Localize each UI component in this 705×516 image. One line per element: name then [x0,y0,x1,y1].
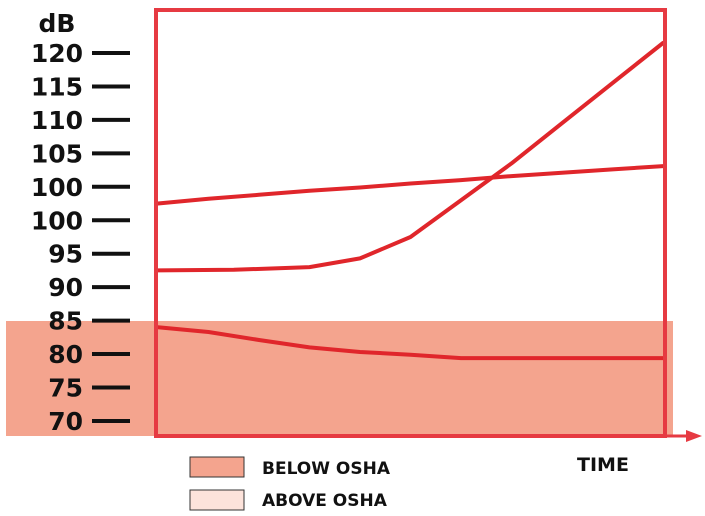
y-tick-label: 110 [31,106,83,135]
legend-label-above: ABOVE OSHA [262,491,388,511]
legend-swatch-below [189,456,245,478]
y-tick-label: 85 [48,307,83,336]
y-tick-label: 100 [31,206,83,235]
series-lines [156,41,665,361]
y-tick-label: 70 [48,407,83,436]
series-line-2 [156,41,665,273]
series-line-1 [156,164,665,206]
legend: BELOW OSHA ABOVE OSHA [189,456,391,511]
y-tick-label: 95 [48,240,83,269]
y-tick-label: 80 [48,340,83,369]
plot-frame [154,8,667,438]
y-tick-label: 90 [48,273,83,302]
y-tick-label: 115 [31,72,83,101]
x-axis-label: TIME [577,454,629,476]
x-axis-arrowhead [686,430,702,442]
series-line-3 [156,325,665,361]
legend-label-below: BELOW OSHA [262,459,391,479]
y-tick-label: 120 [31,39,83,68]
y-tick-label: 75 [48,374,83,403]
y-tick-label: 100 [31,173,83,202]
y-tick-label: 105 [31,139,83,168]
legend-swatch-above [189,489,245,511]
y-axis-label: dB [39,9,76,38]
y-axis-ticks: 120 115 110 105 100 100 95 90 85 80 75 70 [31,39,130,436]
below-osha-region [6,321,673,436]
